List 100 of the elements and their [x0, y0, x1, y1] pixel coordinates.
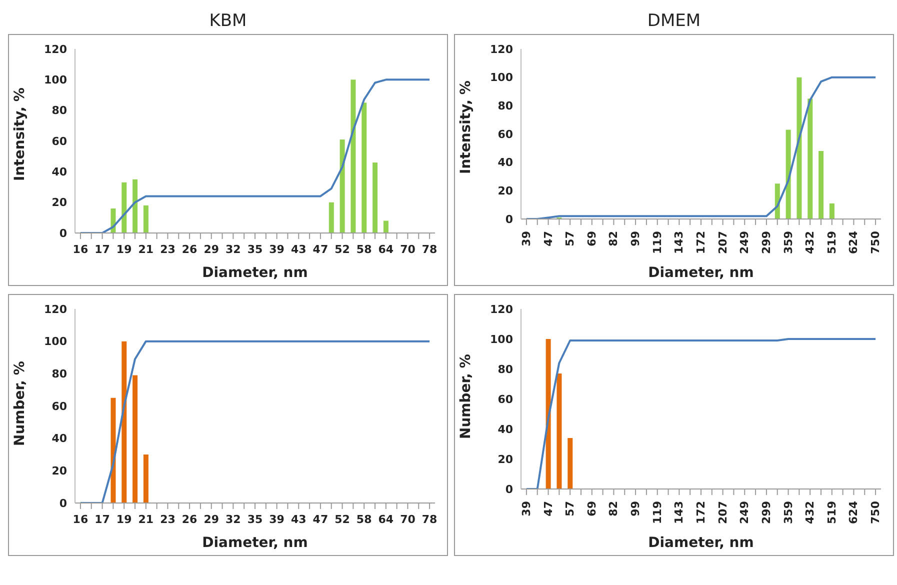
x-tick-label: 624 [847, 500, 860, 524]
bar [143, 205, 148, 233]
bar [340, 139, 345, 233]
x-tick-label: 432 [804, 231, 817, 254]
x-tick-label: 52 [334, 243, 350, 256]
chart-title: KBM [208, 10, 248, 33]
x-tick-label: 29 [204, 243, 220, 256]
x-tick-label: 64 [378, 243, 394, 256]
x-tick-label: 99 [629, 231, 642, 246]
x-tick-label: 35 [247, 243, 263, 256]
x-tick-label: 69 [585, 501, 598, 516]
x-tick-label: 21 [138, 243, 154, 256]
x-tick-label: 32 [226, 513, 241, 526]
x-tick-label: 26 [182, 243, 198, 256]
y-tick-label: 120 [44, 302, 68, 316]
y-tick-label: 0 [505, 212, 514, 226]
x-tick-label: 750 [869, 230, 882, 254]
x-tick-label: 750 [869, 500, 882, 524]
line-series [525, 338, 877, 489]
y-tick-label: 20 [52, 196, 68, 210]
bar [362, 102, 367, 233]
x-axis-title: Diameter, nm [648, 265, 754, 281]
x-tick-label: 23 [160, 243, 176, 256]
x-tick-label: 143 [672, 501, 686, 524]
bar [383, 220, 388, 233]
bar [546, 339, 551, 489]
y-tick-label: 40 [498, 422, 514, 436]
line-series [79, 340, 431, 503]
line-series [525, 76, 877, 219]
x-tick-label: 19 [116, 243, 132, 256]
x-tick-label: 17 [94, 513, 110, 526]
x-tick-label: 78 [422, 243, 438, 256]
x-tick-label: 39 [520, 231, 533, 246]
x-tick-label: 21 [138, 513, 154, 526]
y-tick-label: 100 [490, 332, 514, 346]
x-tick-label: 16 [72, 243, 88, 256]
x-tick-label: 26 [182, 513, 198, 526]
y-tick-label: 40 [498, 156, 514, 170]
x-tick-label: 39 [269, 243, 284, 256]
x-tick-label: 57 [564, 501, 577, 516]
x-tick-label: 624 [847, 230, 860, 254]
x-tick-label: 172 [694, 231, 708, 254]
x-tick-label: 519 [825, 231, 838, 254]
x-tick-label: 249 [738, 231, 752, 254]
bar [143, 454, 148, 503]
x-tick-label: 16 [72, 513, 88, 526]
x-tick-label: 432 [804, 501, 817, 524]
x-tick-label: 32 [226, 243, 241, 256]
y-tick-label: 20 [498, 184, 514, 198]
x-tick-label: 249 [738, 501, 752, 524]
y-tick-label: 40 [52, 432, 68, 446]
y-tick-label: 120 [490, 42, 514, 56]
y-tick-label: 0 [505, 482, 514, 496]
x-tick-label: 57 [564, 231, 577, 246]
x-tick-label: 17 [94, 243, 110, 256]
x-tick-label: 519 [825, 501, 838, 524]
chart-title: DMEM [646, 10, 702, 33]
line-series [79, 78, 431, 233]
x-tick-label: 78 [422, 513, 438, 526]
y-tick-label: 60 [52, 400, 68, 413]
x-tick-label: 172 [694, 501, 708, 524]
x-tick-label: 43 [290, 513, 306, 526]
y-tick-label: 0 [59, 496, 68, 510]
bar [372, 162, 378, 233]
x-tick-label: 207 [716, 501, 730, 524]
y-tick-label: 120 [44, 42, 68, 56]
x-tick-label: 39 [269, 513, 284, 526]
x-tick-label: 359 [782, 231, 795, 254]
bar [808, 98, 813, 219]
x-tick-label: 143 [672, 231, 686, 254]
x-tick-label: 99 [629, 501, 642, 516]
x-tick-label: 64 [378, 513, 394, 526]
y-tick-label: 100 [44, 74, 68, 87]
y-axis-title: Number, % [12, 361, 28, 446]
bar [132, 179, 138, 233]
x-tick-label: 23 [160, 513, 176, 526]
bar [350, 80, 356, 233]
y-tick-label: 100 [44, 335, 68, 348]
y-axis-title: Intensity, % [12, 88, 28, 181]
x-tick-label: 69 [585, 231, 598, 246]
x-tick-label: 299 [760, 231, 773, 254]
x-tick-label: 58 [356, 243, 372, 256]
bar [122, 182, 127, 233]
bar [829, 203, 834, 219]
x-axis-title: Diameter, nm [648, 535, 754, 551]
x-tick-label: 19 [116, 513, 132, 526]
y-tick-label: 20 [52, 464, 68, 478]
x-tick-label: 52 [334, 513, 350, 526]
y-tick-label: 0 [59, 226, 68, 240]
bar [132, 375, 138, 503]
x-tick-label: 119 [650, 231, 664, 254]
bar [818, 151, 824, 219]
x-tick-label: 299 [760, 501, 773, 524]
x-tick-label: 39 [520, 501, 533, 516]
x-tick-label: 47 [312, 243, 328, 256]
y-tick-label: 120 [490, 302, 514, 316]
y-tick-label: 100 [490, 71, 514, 84]
x-tick-label: 43 [290, 243, 306, 256]
bar [110, 398, 116, 503]
x-tick-label: 47 [312, 513, 328, 526]
